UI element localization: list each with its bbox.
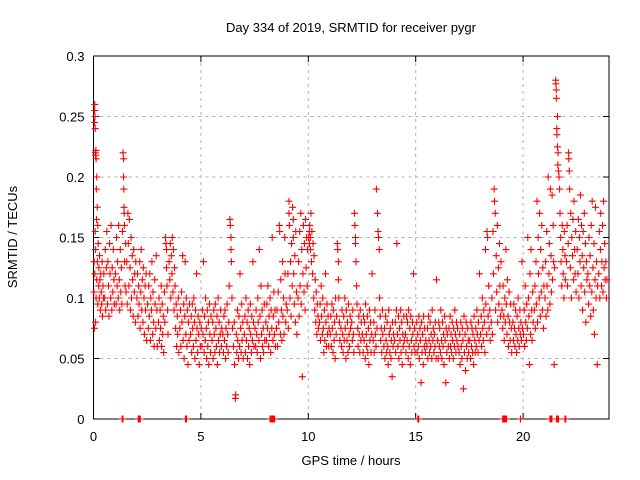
plot-border: [93, 55, 610, 420]
x-tick-label: 5: [197, 429, 204, 444]
y-tick-label: 0.05: [59, 352, 84, 367]
y-tick-label: 0.3: [66, 49, 84, 64]
y-tick-label: 0.2: [66, 170, 84, 185]
grid-lines: [93, 56, 609, 419]
y-tick-label: 0: [77, 412, 84, 427]
x-tick-label: 15: [408, 429, 422, 444]
x-tick-label: 20: [516, 429, 530, 444]
y-tick-labels: 0 0.05 0.1 0.15 0.2 0.25 0.3: [59, 49, 84, 427]
y-tick-label: 0.15: [59, 231, 84, 246]
data-points: [90, 76, 611, 423]
x-tick-labels: 0 5 10 15 20: [90, 429, 530, 444]
y-axis-label: SRMTID / TECUs: [5, 185, 20, 288]
y-tick-label: 0.25: [59, 110, 84, 125]
chart-title: Day 334 of 2019, SRMTID for receiver pyg…: [226, 20, 477, 35]
y-tick-label: 0.1: [66, 291, 84, 306]
x-tick-label: 0: [90, 429, 97, 444]
x-tick-label: 10: [301, 429, 315, 444]
x-axis-label: GPS time / hours: [302, 453, 401, 468]
